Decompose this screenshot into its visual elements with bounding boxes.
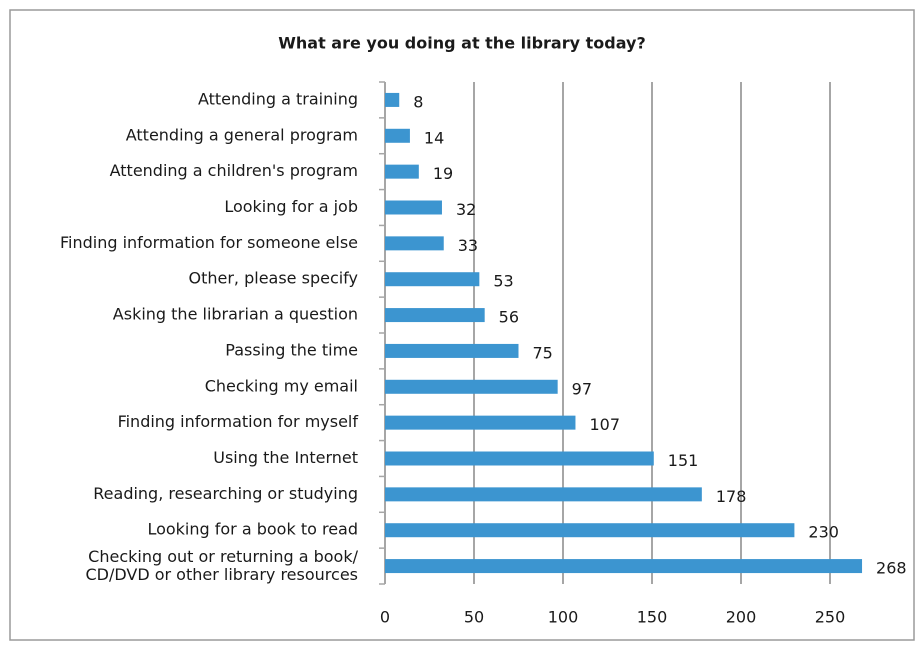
bar [385,559,863,574]
y-tick-label: Attending a training [198,89,358,108]
bar [385,164,419,179]
y-tick-label: Checking my email [205,376,358,395]
value-label: 19 [433,164,453,183]
value-label: 53 [493,272,513,291]
bar [385,236,444,251]
x-tick-label: 250 [815,608,846,627]
x-tick-label: 50 [464,608,484,627]
bar [385,523,795,538]
bar [385,128,410,143]
y-tick-label: Reading, researching or studying [93,484,358,503]
y-tick-label: Finding information for myself [118,412,359,431]
value-label: 230 [808,523,839,542]
y-tick-label: Using the Internet [213,448,358,467]
y-tick-label: Attending a children's program [110,161,358,180]
value-label: 268 [876,559,907,578]
bar [385,415,576,430]
value-label: 151 [668,451,699,470]
y-tick-label: Looking for a job [224,197,358,216]
y-tick-label: Attending a general program [126,125,358,144]
value-label: 75 [533,343,553,362]
value-label: 32 [456,200,476,219]
y-tick-label: Checking out or returning a book/CD/DVD … [85,547,358,584]
bar [385,379,558,394]
bar [385,272,480,287]
x-tick-label: 200 [726,608,757,627]
value-label: 8 [413,92,423,111]
chart-border [9,9,915,641]
y-tick-label: Looking for a book to read [147,520,358,539]
bar [385,92,400,107]
value-label: 178 [716,487,747,506]
value-label: 33 [458,236,478,255]
bar [385,343,519,358]
bar [385,308,485,323]
x-tick-label: 0 [380,608,390,627]
value-label: 107 [589,415,620,434]
y-tick-label: Asking the librarian a question [113,305,358,324]
y-tick-label: Other, please specify [188,269,358,288]
y-tick-label: Finding information for someone else [60,233,358,252]
bar [385,200,442,215]
bar [385,451,654,466]
value-label: 56 [499,308,519,327]
x-tick-label: 100 [548,608,579,627]
y-tick-label: Passing the time [225,340,358,359]
value-label: 14 [424,128,444,147]
x-tick-label: 150 [637,608,668,627]
chart-title: What are you doing at the library today? [278,34,645,53]
bar [385,487,702,502]
value-label: 97 [572,379,592,398]
